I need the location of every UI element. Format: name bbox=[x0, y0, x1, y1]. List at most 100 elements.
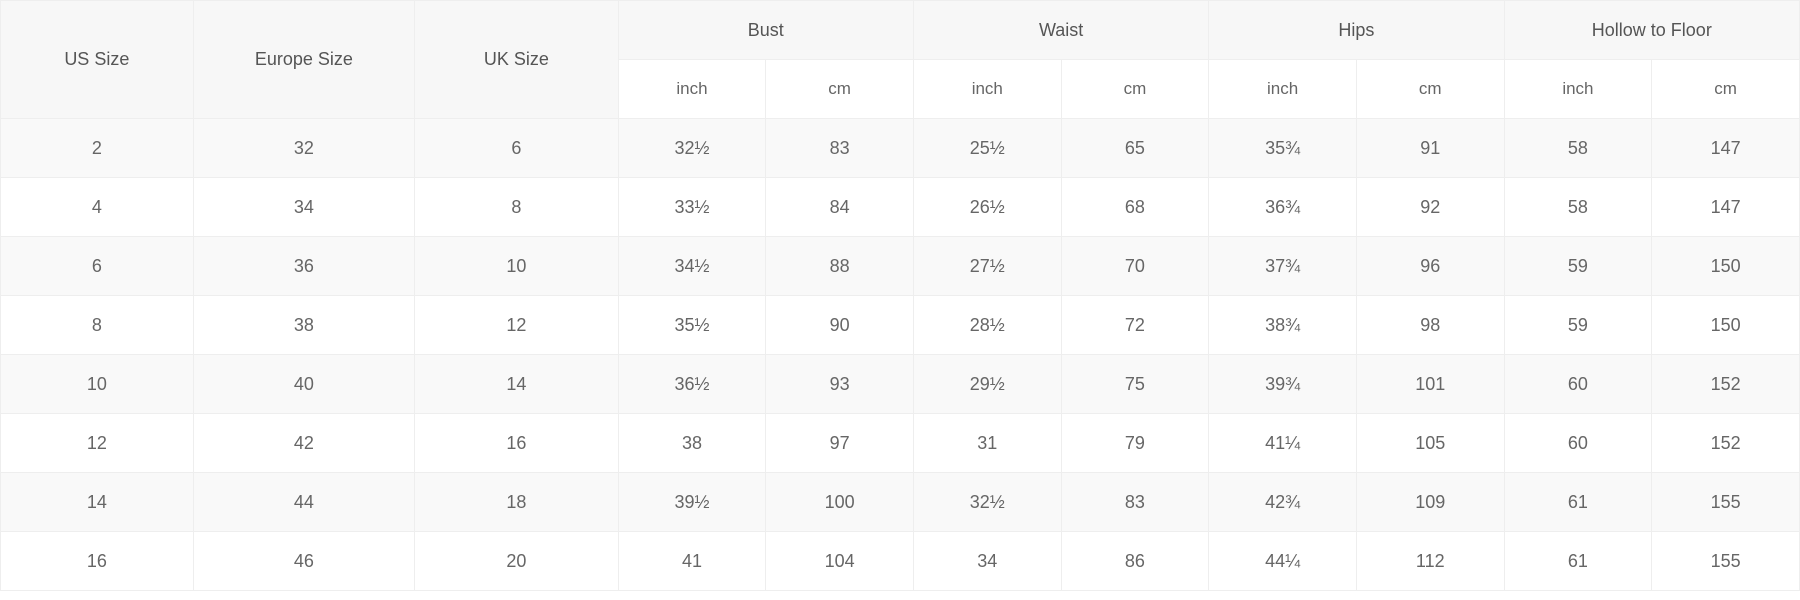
table-cell: 60 bbox=[1504, 414, 1652, 473]
table-cell: 26½ bbox=[913, 178, 1061, 237]
table-cell: 79 bbox=[1061, 414, 1209, 473]
table-cell: 14 bbox=[415, 355, 618, 414]
table-cell: 61 bbox=[1504, 532, 1652, 591]
header-hips: Hips bbox=[1209, 1, 1504, 60]
table-cell: 42 bbox=[193, 414, 414, 473]
table-cell: 10 bbox=[1, 355, 194, 414]
subheader-bust-inch: inch bbox=[618, 60, 766, 119]
subheader-hips-cm: cm bbox=[1356, 60, 1504, 119]
header-bust: Bust bbox=[618, 1, 913, 60]
table-cell: 32 bbox=[193, 119, 414, 178]
table-row: 10401436½9329½7539¾10160152 bbox=[1, 355, 1800, 414]
table-cell: 150 bbox=[1652, 237, 1800, 296]
table-cell: 97 bbox=[766, 414, 914, 473]
table-cell: 70 bbox=[1061, 237, 1209, 296]
table-cell: 61 bbox=[1504, 473, 1652, 532]
table-row: 16462041104348644¼11261155 bbox=[1, 532, 1800, 591]
table-cell: 38 bbox=[193, 296, 414, 355]
table-cell: 27½ bbox=[913, 237, 1061, 296]
table-cell: 34 bbox=[913, 532, 1061, 591]
table-cell: 6 bbox=[415, 119, 618, 178]
table-cell: 28½ bbox=[913, 296, 1061, 355]
table-cell: 75 bbox=[1061, 355, 1209, 414]
table-cell: 112 bbox=[1356, 532, 1504, 591]
table-cell: 31 bbox=[913, 414, 1061, 473]
table-cell: 8 bbox=[415, 178, 618, 237]
table-cell: 91 bbox=[1356, 119, 1504, 178]
table-cell: 32½ bbox=[618, 119, 766, 178]
table-cell: 147 bbox=[1652, 178, 1800, 237]
table-cell: 88 bbox=[766, 237, 914, 296]
header-row: US Size Europe Size UK Size Bust Waist H… bbox=[1, 1, 1800, 60]
table-cell: 6 bbox=[1, 237, 194, 296]
header-eu: Europe Size bbox=[193, 1, 414, 119]
table-cell: 39½ bbox=[618, 473, 766, 532]
table-cell: 16 bbox=[1, 532, 194, 591]
table-cell: 16 bbox=[415, 414, 618, 473]
table-cell: 34 bbox=[193, 178, 414, 237]
table-cell: 34½ bbox=[618, 237, 766, 296]
subheader-hollow-inch: inch bbox=[1504, 60, 1652, 119]
table-row: 232632½8325½6535¾9158147 bbox=[1, 119, 1800, 178]
table-cell: 12 bbox=[1, 414, 194, 473]
table-row: 434833½8426½6836¾9258147 bbox=[1, 178, 1800, 237]
table-cell: 20 bbox=[415, 532, 618, 591]
table-cell: 33½ bbox=[618, 178, 766, 237]
subheader-hips-inch: inch bbox=[1209, 60, 1357, 119]
table-cell: 10 bbox=[415, 237, 618, 296]
table-cell: 105 bbox=[1356, 414, 1504, 473]
table-cell: 65 bbox=[1061, 119, 1209, 178]
table-cell: 150 bbox=[1652, 296, 1800, 355]
subheader-bust-cm: cm bbox=[766, 60, 914, 119]
table-cell: 4 bbox=[1, 178, 194, 237]
header-waist: Waist bbox=[913, 1, 1208, 60]
table-cell: 37¾ bbox=[1209, 237, 1357, 296]
table-cell: 96 bbox=[1356, 237, 1504, 296]
subheader-waist-inch: inch bbox=[913, 60, 1061, 119]
size-chart-table: US Size Europe Size UK Size Bust Waist H… bbox=[0, 0, 1800, 591]
header-uk: UK Size bbox=[415, 1, 618, 119]
table-cell: 147 bbox=[1652, 119, 1800, 178]
table-cell: 36¾ bbox=[1209, 178, 1357, 237]
table-cell: 41¼ bbox=[1209, 414, 1357, 473]
table-cell: 109 bbox=[1356, 473, 1504, 532]
table-cell: 35½ bbox=[618, 296, 766, 355]
table-cell: 14 bbox=[1, 473, 194, 532]
table-cell: 44 bbox=[193, 473, 414, 532]
table-cell: 104 bbox=[766, 532, 914, 591]
table-cell: 155 bbox=[1652, 532, 1800, 591]
table-cell: 35¾ bbox=[1209, 119, 1357, 178]
table-cell: 38¾ bbox=[1209, 296, 1357, 355]
table-cell: 42¾ bbox=[1209, 473, 1357, 532]
table-cell: 44¼ bbox=[1209, 532, 1357, 591]
table-cell: 83 bbox=[766, 119, 914, 178]
table-cell: 84 bbox=[766, 178, 914, 237]
table-cell: 90 bbox=[766, 296, 914, 355]
table-cell: 8 bbox=[1, 296, 194, 355]
table-cell: 39¾ bbox=[1209, 355, 1357, 414]
table-row: 8381235½9028½7238¾9859150 bbox=[1, 296, 1800, 355]
size-chart-body: 232632½8325½6535¾9158147434833½8426½6836… bbox=[1, 119, 1800, 591]
table-cell: 29½ bbox=[913, 355, 1061, 414]
table-cell: 100 bbox=[766, 473, 914, 532]
table-cell: 152 bbox=[1652, 414, 1800, 473]
table-cell: 12 bbox=[415, 296, 618, 355]
table-cell: 60 bbox=[1504, 355, 1652, 414]
table-cell: 32½ bbox=[913, 473, 1061, 532]
table-cell: 36½ bbox=[618, 355, 766, 414]
table-cell: 152 bbox=[1652, 355, 1800, 414]
table-cell: 38 bbox=[618, 414, 766, 473]
table-cell: 98 bbox=[1356, 296, 1504, 355]
header-us: US Size bbox=[1, 1, 194, 119]
table-cell: 41 bbox=[618, 532, 766, 591]
table-cell: 25½ bbox=[913, 119, 1061, 178]
table-cell: 58 bbox=[1504, 178, 1652, 237]
table-row: 6361034½8827½7037¾9659150 bbox=[1, 237, 1800, 296]
table-cell: 40 bbox=[193, 355, 414, 414]
table-row: 1242163897317941¼10560152 bbox=[1, 414, 1800, 473]
table-cell: 58 bbox=[1504, 119, 1652, 178]
subheader-hollow-cm: cm bbox=[1652, 60, 1800, 119]
table-cell: 92 bbox=[1356, 178, 1504, 237]
table-row: 14441839½10032½8342¾10961155 bbox=[1, 473, 1800, 532]
table-cell: 93 bbox=[766, 355, 914, 414]
